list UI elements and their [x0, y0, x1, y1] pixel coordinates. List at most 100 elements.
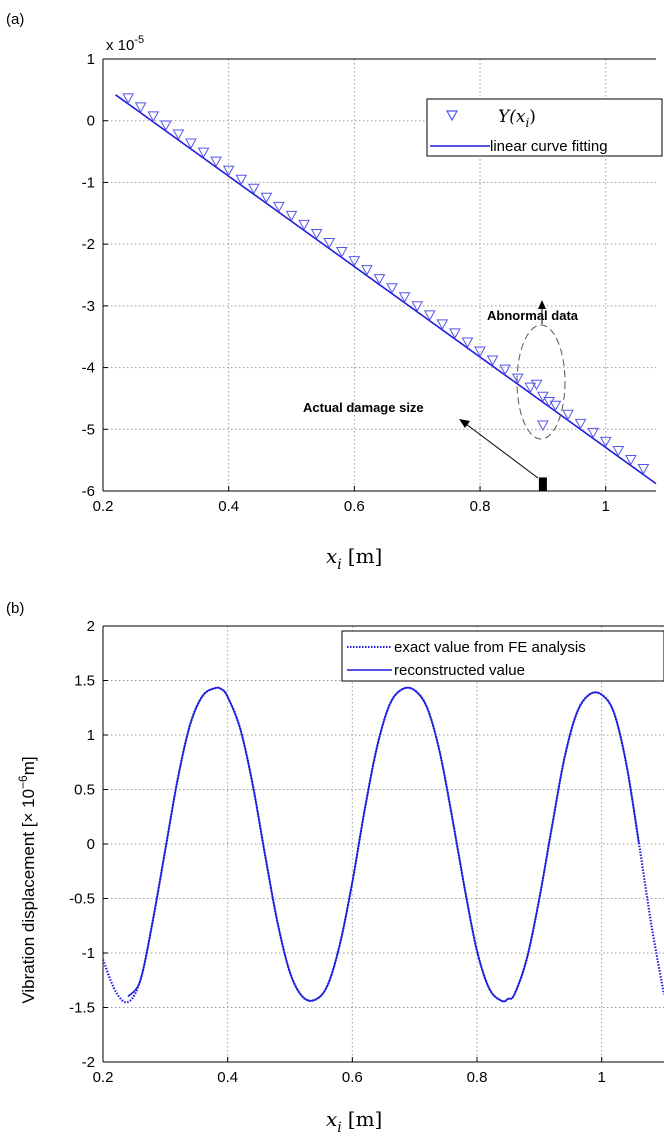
y-xi-marker	[323, 238, 336, 249]
panel-a-label: (a)	[6, 11, 24, 28]
legend-entry-reconstructed: reconstructed value	[394, 662, 525, 679]
panel-b-grid: 0.2 0.4 0.6 0.8 1 2 1.5 1 0.5 0 -0.5 -1 -1.5 -2	[69, 618, 664, 1086]
panel-a-xtick-label: 0.8	[470, 498, 491, 515]
damage-size-arrowhead	[459, 419, 470, 428]
y-xi-marker	[562, 409, 574, 421]
panel-b-ytick-label: -1	[82, 945, 95, 962]
panel-b-xtick-label: 1	[597, 1069, 605, 1086]
panel-b-ytick-label: 0	[87, 836, 95, 853]
panel-a-ytick-label: -5	[82, 421, 95, 438]
panel-a: (a) x 10-5 0.2 0.4 0.6 0.8 1 1 0 -1 -2 -3 -4 -5 -6 A…	[6, 11, 663, 573]
panel-b-xtick-label: 0.4	[217, 1069, 238, 1086]
y-xi-marker	[549, 400, 562, 412]
panel-a-ytick-label: -6	[82, 483, 95, 500]
y-xi-marker	[197, 147, 210, 159]
y-xi-marker	[273, 201, 285, 213]
y-xi-marker	[511, 373, 524, 385]
y-xi-marker	[361, 265, 373, 276]
panel-b-xtick-label: 0.8	[467, 1069, 488, 1086]
legend-entry-y-xi: Y(xi)	[498, 107, 536, 130]
panel-a-ytick-label: -2	[82, 236, 95, 253]
panel-b-ytick-label: 0.5	[74, 782, 95, 799]
y-xi-marker	[335, 247, 348, 258]
panel-a-ytick-label: 1	[87, 51, 95, 68]
panel-b-xtick-label: 0.2	[93, 1069, 114, 1086]
panel-b-legend: exact value from FE analysis reconstruct…	[341, 630, 664, 682]
panel-a-ytick-label: 0	[87, 113, 95, 130]
y-xi-marker	[587, 427, 600, 439]
abnormal-data-ellipse	[516, 324, 566, 440]
y-xi-marker	[172, 129, 185, 141]
panel-b-ytick-label: -2	[82, 1054, 95, 1071]
y-xi-marker	[159, 120, 172, 131]
legend-entry-exact-value: exact value from FE analysis	[394, 639, 586, 656]
y-xi-marker	[411, 301, 424, 312]
y-xi-marker	[398, 292, 411, 303]
y-xi-marker	[210, 156, 222, 168]
panel-b-xtick-label: 0.6	[342, 1069, 363, 1086]
damage-size-arrow	[465, 423, 539, 479]
panel-b-y-label: Vibration displacement [× 10−6m]	[16, 756, 38, 1003]
y-xi-marker	[461, 337, 474, 348]
y-xi-marker	[537, 391, 549, 403]
y-xi-marker	[449, 328, 461, 339]
y-xi-marker	[423, 310, 436, 321]
panel-a-legend: Y(xi) linear curve fitting	[426, 98, 663, 157]
y-xi-marker	[235, 174, 248, 186]
linear-fit-line	[115, 94, 657, 485]
damage-size-marker	[538, 477, 547, 491]
y-xi-marker	[486, 355, 499, 367]
y-xi-marker	[222, 165, 235, 177]
y-xi-marker	[134, 102, 147, 113]
y-xi-marker	[612, 445, 625, 457]
abnormal-data-label: Abnormal data	[487, 308, 579, 323]
y-xi-marker	[122, 93, 134, 104]
y-xi-marker	[625, 455, 637, 466]
y-xi-marker	[310, 228, 323, 240]
panel-b-label: (b)	[6, 600, 24, 617]
y-xi-marker	[247, 183, 260, 195]
y-xi-marker	[147, 111, 160, 122]
y-xi-marker	[373, 274, 386, 285]
panel-a-annotations: Abnormal data Actual damage size	[303, 300, 579, 479]
y-xi-marker	[524, 382, 537, 394]
y-xi-marker	[285, 210, 298, 222]
panel-b-series	[101, 686, 664, 1004]
panel-a-xtick-label: 1	[602, 498, 610, 515]
y-xi-marker	[348, 256, 361, 267]
panel-a-ytick-label: -1	[82, 174, 95, 191]
panel-b-ytick-label: 1	[87, 727, 95, 744]
panel-b-ytick-label: 2	[87, 618, 95, 635]
panel-a-xtick-label: 0.6	[344, 498, 365, 515]
y-xi-marker	[436, 319, 449, 330]
y-xi-marker	[260, 192, 273, 204]
y-xi-marker	[637, 464, 650, 475]
abnormal-data-marker	[543, 397, 556, 408]
panel-b-x-label: xi [m]	[326, 1107, 382, 1136]
y-xi-marker	[298, 219, 310, 231]
panel-a-x-label: xi [m]	[326, 544, 382, 573]
damage-size-label: Actual damage size	[303, 400, 424, 415]
abnormal-data-marker	[530, 379, 543, 391]
panel-b-legend-box	[341, 630, 664, 682]
panel-b: (b) 0.2 0.4 0.6 0.8 1 2 1.5 1 0.5 0 -0.5 -1 -1.5 -2 e…	[6, 600, 664, 1136]
reconstructed-value-curve	[127, 686, 640, 1003]
panel-a-series	[115, 93, 657, 491]
y-xi-marker	[574, 418, 587, 430]
panel-b-ytick-label: -0.5	[69, 891, 95, 908]
panel-a-xtick-label: 0.4	[218, 498, 239, 515]
panel-a-xtick-label: 0.2	[93, 498, 114, 515]
panel-b-ytick-label: 1.5	[74, 673, 95, 690]
abnormal-data-marker	[537, 420, 549, 431]
y-xi-marker	[185, 138, 197, 150]
y-xi-marker	[386, 283, 398, 294]
panel-a-ytick-label: -3	[82, 298, 95, 315]
y-xi-marker	[474, 346, 486, 358]
panel-b-ytick-label: -1.5	[69, 1000, 95, 1017]
y-xi-marker	[499, 364, 512, 376]
panel-a-ytick-label: -4	[82, 360, 95, 377]
panel-a-y-exponent: x 10-5	[106, 34, 144, 54]
legend-entry-linear-fit: linear curve fitting	[490, 138, 608, 155]
y-xi-marker	[599, 436, 612, 448]
